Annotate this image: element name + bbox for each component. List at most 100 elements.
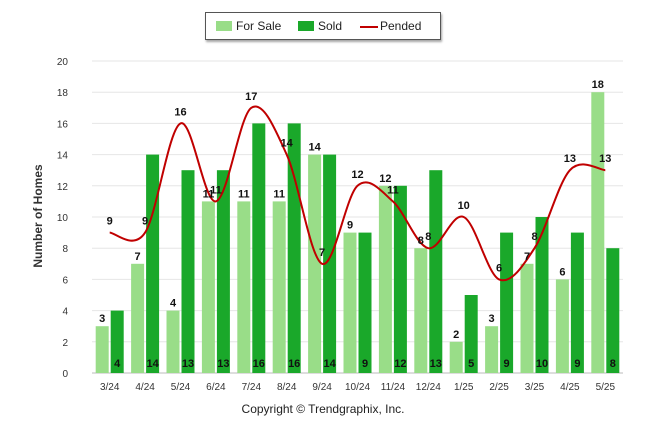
x-tick-label: 1/25 (454, 382, 474, 393)
x-tick-label: 8/24 (277, 382, 297, 393)
copyright-text: Copyright © Trendgraphix, Inc. (241, 402, 405, 416)
y-axis-ticks: 0 2 4 6 8 10 12 14 16 18 20 (57, 57, 69, 380)
sold-bar (146, 154, 160, 373)
for-sale-bar (308, 154, 322, 373)
x-tick-label: 6/24 (206, 382, 226, 393)
sold-data-label: 10 (536, 358, 548, 370)
pended-data-label: 11 (387, 184, 399, 196)
for-sale-data-label: 7 (135, 251, 141, 263)
y-tick-label: 10 (57, 213, 69, 224)
x-tick-label: 3/25 (525, 382, 545, 393)
x-tick-label: 9/24 (312, 382, 332, 393)
x-tick-label: 4/25 (560, 382, 580, 393)
x-tick-label: 3/24 (100, 382, 120, 393)
pended-data-label: 12 (351, 169, 363, 181)
for-sale-data-label: 6 (559, 266, 565, 278)
sold-data-label: 14 (146, 358, 159, 370)
x-tick-label: 12/24 (416, 382, 441, 393)
sold-bar (606, 248, 620, 373)
x-tick-label: 7/24 (242, 382, 262, 393)
sold-bar (110, 310, 124, 373)
y-tick-label: 6 (62, 275, 68, 286)
y-axis-title: Number of Homes (31, 164, 45, 268)
x-tick-label: 11/24 (381, 382, 406, 393)
pended-data-label: 8 (425, 231, 431, 243)
for-sale-bar (131, 263, 145, 373)
for-sale-data-label: 18 (592, 79, 604, 91)
y-tick-label: 20 (57, 57, 69, 68)
sold-bar (464, 295, 478, 373)
pended-data-label: 8 (531, 231, 537, 243)
for-sale-swatch (216, 21, 232, 31)
for-sale-data-label: 7 (524, 251, 530, 263)
sold-data-label: 9 (362, 358, 368, 370)
sold-data-label: 13 (182, 358, 194, 370)
y-tick-label: 4 (62, 307, 68, 318)
for-sale-data-label: 9 (347, 220, 353, 232)
legend: For Sale Sold Pended (205, 12, 441, 40)
sold-data-label: 16 (253, 358, 265, 370)
sold-data-label: 4 (114, 358, 121, 370)
for-sale-bar (95, 326, 109, 373)
pended-data-label: 14 (281, 138, 294, 150)
sold-bar (323, 154, 337, 373)
sold-data-label: 8 (610, 358, 616, 370)
sold-bar (181, 170, 195, 373)
bars (95, 92, 620, 374)
gridlines (92, 60, 623, 374)
pended-data-label: 17 (245, 91, 257, 103)
for-sale-bar (237, 201, 251, 373)
sold-bar (216, 170, 230, 373)
for-sale-data-label: 11 (238, 188, 250, 200)
y-tick-label: 14 (57, 151, 69, 162)
sold-data-label: 13 (430, 358, 442, 370)
x-tick-label: 5/25 (596, 382, 616, 393)
for-sale-data-label: 12 (379, 173, 391, 185)
for-sale-bar (201, 201, 215, 373)
sold-data-label: 14 (323, 358, 336, 370)
sold-data-label: 9 (504, 358, 510, 370)
pended-data-label: 11 (210, 184, 222, 196)
x-tick-label: 10/24 (345, 382, 370, 393)
for-sale-bar (378, 185, 392, 373)
pended-line (109, 105, 606, 282)
sold-bar (500, 232, 514, 373)
y-tick-label: 16 (57, 119, 69, 130)
y-tick-label: 12 (57, 182, 69, 193)
for-sale-data-label: 11 (203, 188, 215, 200)
sold-bar (358, 232, 372, 373)
sold-bar (393, 185, 407, 373)
for-sale-bar (449, 341, 463, 373)
pended-data-label: 9 (142, 216, 148, 228)
for-sale-data-label: 8 (418, 235, 424, 247)
y-tick-label: 2 (62, 338, 68, 349)
for-sale-data-label: 3 (489, 313, 495, 325)
x-tick-label: 2/25 (489, 382, 509, 393)
data-labels: 3 4 7 14 4 13 11 13 11 16 11 16 14 14 9 9 12 12 8 13 2 5 3 9 7 10… (99, 79, 616, 370)
y-tick-label: 0 (62, 369, 68, 380)
sold-bar (429, 170, 443, 373)
sold-data-label: 16 (288, 358, 300, 370)
for-sale-data-label: 4 (170, 298, 177, 310)
x-tick-label: 5/24 (171, 382, 191, 393)
for-sale-bar (520, 263, 534, 373)
sold-bar (252, 123, 266, 374)
legend-label: For Sale (236, 19, 282, 33)
legend-label: Pended (380, 19, 422, 33)
pended-data-label: 6 (496, 262, 502, 274)
sold-data-label: 9 (574, 358, 580, 370)
for-sale-data-label: 2 (453, 329, 459, 341)
x-tick-label: 4/24 (135, 382, 155, 393)
for-sale-bar (272, 201, 286, 373)
legend-label: Sold (318, 19, 343, 33)
y-tick-label: 8 (62, 244, 68, 255)
pended-data-label: 7 (319, 247, 325, 259)
pended-data-label: 16 (174, 106, 186, 118)
for-sale-bar (555, 279, 569, 373)
sold-data-label: 5 (468, 358, 474, 370)
y-tick-label: 18 (57, 88, 69, 99)
x-axis-ticks: 3/24 4/24 5/24 6/24 7/24 8/24 9/24 10/24 11/24 12… (100, 382, 616, 393)
pended-swatch (360, 26, 378, 28)
sold-data-label: 12 (394, 358, 406, 370)
